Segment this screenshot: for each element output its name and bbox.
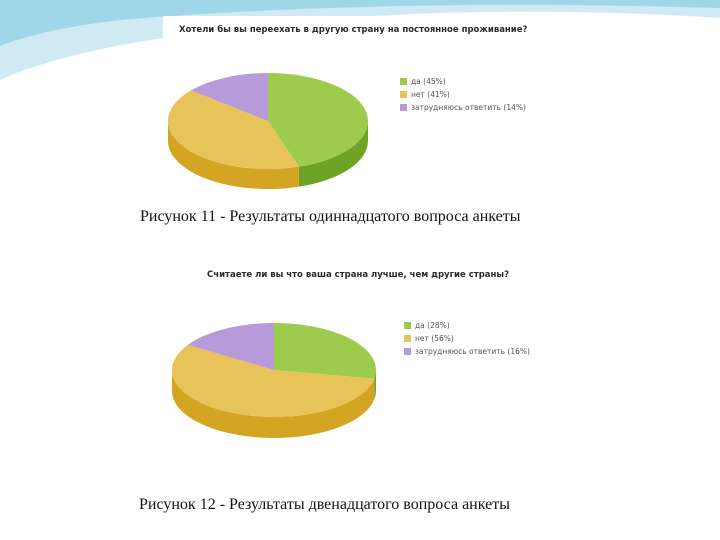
legend-label: да (45%) <box>411 77 446 86</box>
legend-label: да (28%) <box>415 321 450 330</box>
pie-slice-hard <box>190 73 268 121</box>
legend-12: да (28%) нет (56%) затрудняюсь ответить … <box>404 319 530 358</box>
pie-slice-side-no <box>172 370 375 439</box>
legend-item-no: нет (56%) <box>404 332 530 345</box>
chart-title-12: Считаете ли вы что ваша страна лучше, че… <box>207 270 509 280</box>
decoration-wave-front <box>0 0 720 46</box>
pie-slice-side-yes <box>298 121 368 187</box>
pie-slice-side-no <box>168 121 299 189</box>
chart-title-11: Хотели бы вы переехать в другую страну н… <box>179 25 528 35</box>
legend-11: да (45%) нет (41%) затрудняюсь ответить … <box>400 75 526 114</box>
legend-label: затрудняюсь ответить (16%) <box>415 347 530 356</box>
pie-slice-yes <box>268 73 368 167</box>
legend-label: затрудняюсь ответить (14%) <box>411 103 526 112</box>
figure-caption-11: Рисунок 11 - Результаты одиннадцатого во… <box>140 208 521 225</box>
legend-item-hard: затрудняюсь ответить (16%) <box>404 345 530 358</box>
pie-chart-11 <box>168 73 368 189</box>
pie-slice-hard <box>187 323 274 370</box>
pie-slice-yes <box>274 323 376 379</box>
legend-swatch-no <box>404 335 411 342</box>
legend-label: нет (56%) <box>415 334 454 343</box>
figure-caption-12: Рисунок 12 - Результаты двенадцатого воп… <box>139 496 510 513</box>
pie-slice-side-yes <box>374 370 376 400</box>
legend-swatch-hard <box>404 348 411 355</box>
legend-item-hard: затрудняюсь ответить (14%) <box>400 101 526 114</box>
legend-item-yes: да (28%) <box>404 319 530 332</box>
legend-item-yes: да (45%) <box>400 75 526 88</box>
legend-label: нет (41%) <box>411 90 450 99</box>
pie-slice-no <box>168 90 299 169</box>
legend-swatch-hard <box>400 104 407 111</box>
legend-swatch-no <box>400 91 407 98</box>
legend-swatch-yes <box>400 78 407 85</box>
chart-panel-11: Хотели бы вы переехать в другую страну н… <box>163 16 538 196</box>
pie-slice-no <box>172 344 375 417</box>
chart-panel-12: Считаете ли вы что ваша страна лучше, че… <box>165 258 543 453</box>
pie-chart-12 <box>172 323 376 439</box>
legend-swatch-yes <box>404 322 411 329</box>
legend-item-no: нет (41%) <box>400 88 526 101</box>
